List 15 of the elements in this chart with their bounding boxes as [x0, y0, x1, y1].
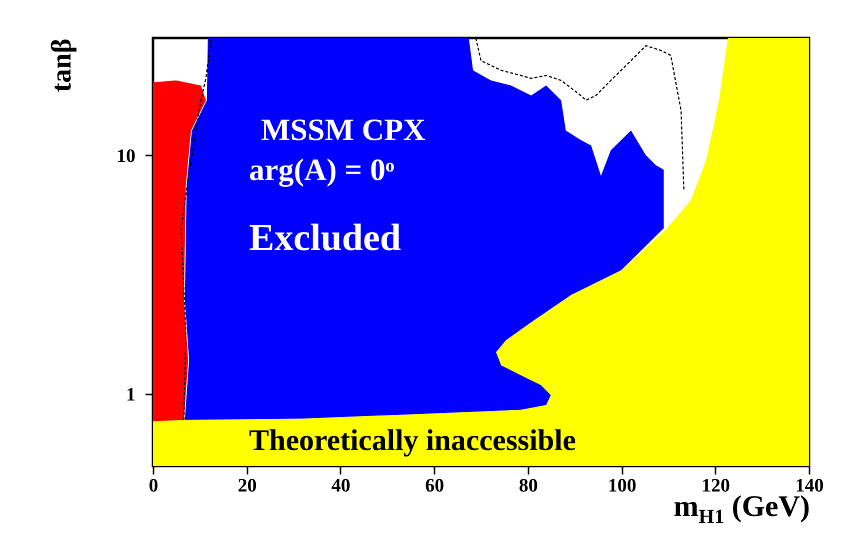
- annotation: MSSM CPX: [261, 112, 426, 147]
- x-tick-label: 100: [608, 476, 636, 496]
- x-tick-label: 0: [148, 476, 158, 496]
- annotation: arg(A) = 0ᵒ: [249, 152, 394, 187]
- y-axis-title: tanβ: [46, 38, 78, 92]
- x-tick-label: 120: [702, 476, 730, 496]
- x-tick-label: 140: [795, 476, 824, 496]
- x-tick-label: 20: [238, 476, 257, 496]
- x-tick-label: 80: [518, 476, 538, 496]
- y-tick-label: 10: [116, 146, 136, 167]
- y-tick-label: 1: [126, 384, 136, 406]
- x-tick-label: 40: [331, 476, 350, 496]
- x-tick-label: 60: [425, 476, 444, 496]
- annotation: Theoretically inaccessible: [249, 424, 576, 457]
- annotation: Excluded: [249, 217, 402, 259]
